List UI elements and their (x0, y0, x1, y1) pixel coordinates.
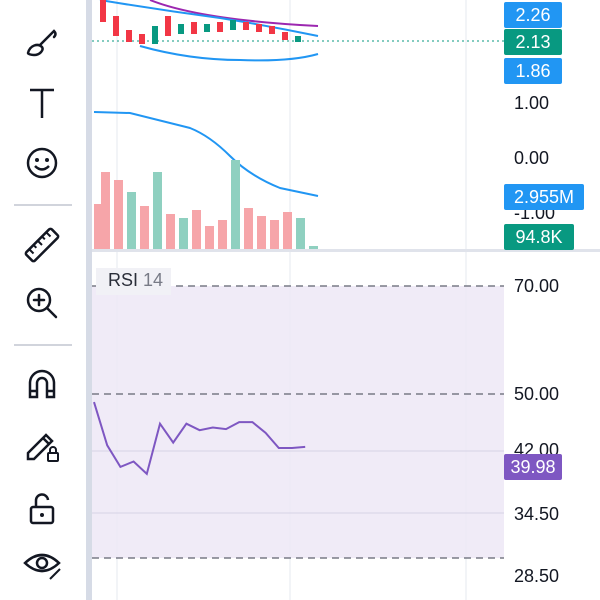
rsi-axis-label: 70.00 (514, 276, 560, 296)
indicator-pane (93, 111, 319, 249)
zoom-in-icon[interactable] (17, 278, 67, 328)
rsi-band-fill (92, 286, 504, 558)
rsi-series (93, 401, 306, 476)
upper-band-line (149, 0, 319, 27)
volume-bars (94, 160, 318, 249)
text-icon[interactable] (17, 78, 67, 128)
emoji-icon[interactable] (17, 138, 67, 188)
candles (100, 0, 301, 44)
lower-band-price-badge: 1.86 (504, 58, 562, 84)
toolbar-separator (14, 344, 72, 346)
rsi-current-badge: 39.98 (504, 454, 562, 480)
middle-band-line (99, 0, 319, 37)
indicator-axis-label: 0.00 (514, 148, 550, 168)
rsi-legend-title[interactable]: RSI 14 (96, 268, 172, 295)
ruler-icon[interactable] (17, 220, 67, 270)
price-pane (92, 0, 504, 62)
volume-ma-line (93, 111, 319, 197)
magnet-icon[interactable] (17, 360, 67, 410)
upper-band-price-badge: 2.26 (504, 2, 562, 28)
lock-drawing-icon[interactable] (17, 420, 67, 470)
volume-ma-badge: 2.955M (504, 184, 584, 210)
toolbar-divider (86, 0, 92, 600)
rsi-period: 14 (143, 270, 164, 290)
rsi-pane (92, 285, 504, 559)
toolbar-separator (14, 204, 72, 206)
brush-icon[interactable] (17, 20, 67, 70)
volume-badge: 94.8K (504, 224, 574, 250)
lower-band-line (139, 45, 319, 62)
rsi-axis-label: 34.50 (514, 504, 560, 524)
rsi-axis-label: 50.00 (514, 384, 560, 404)
pane-separator (92, 249, 600, 252)
drawing-toolbar (0, 0, 86, 600)
indicator-axis-label: 1.00 (514, 93, 550, 113)
rsi-label: RSI (108, 270, 139, 290)
rsi-axis-label: 28.50 (514, 566, 560, 586)
unlock-icon[interactable] (17, 484, 67, 534)
eye-icon[interactable] (17, 540, 67, 590)
last-price-badge: 2.13 (504, 29, 562, 55)
